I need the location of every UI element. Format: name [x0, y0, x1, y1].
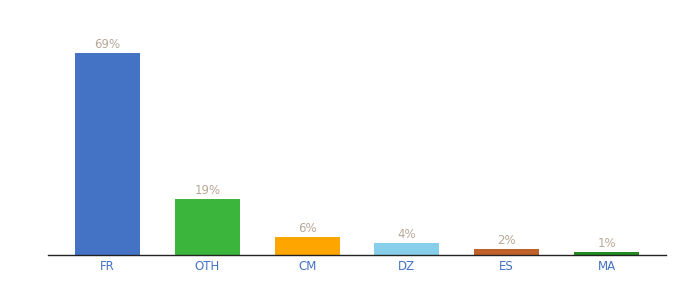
Bar — [175, 200, 240, 255]
Bar — [375, 243, 439, 255]
Text: 1%: 1% — [597, 237, 616, 250]
Text: 69%: 69% — [95, 38, 120, 51]
Bar — [574, 252, 639, 255]
Text: 6%: 6% — [298, 222, 316, 235]
Bar — [474, 249, 539, 255]
Bar — [75, 53, 140, 255]
Text: 2%: 2% — [497, 234, 516, 247]
Text: 4%: 4% — [398, 228, 416, 241]
Bar — [275, 238, 339, 255]
Text: 19%: 19% — [194, 184, 220, 197]
